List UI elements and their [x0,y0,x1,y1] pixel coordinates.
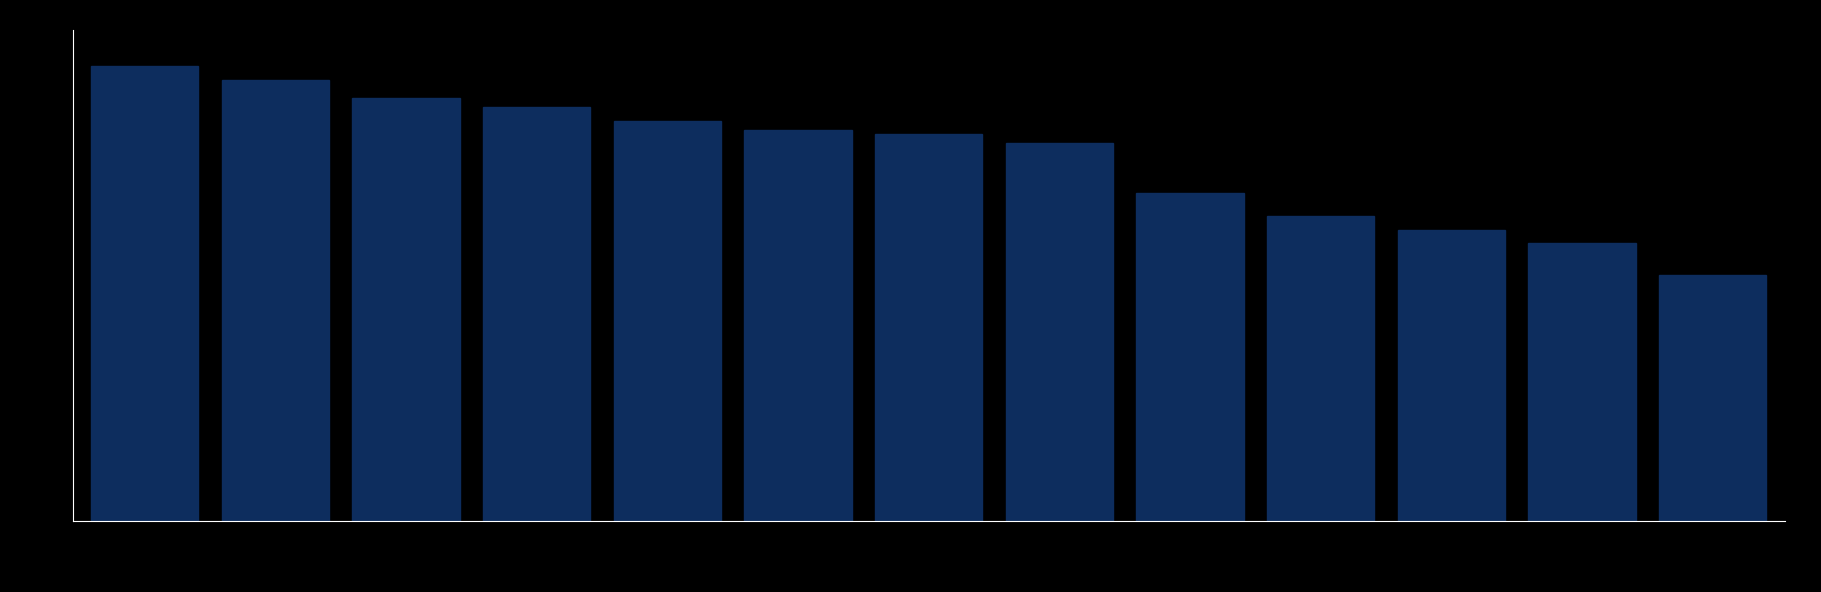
Bar [1005,143,1113,521]
Bar [1136,194,1244,521]
Bar [91,66,198,521]
Bar [353,98,459,521]
Bar [1399,230,1504,521]
Bar [745,130,852,521]
Bar [222,80,330,521]
Bar [1267,216,1375,521]
Bar [876,134,982,521]
Bar [1659,275,1766,521]
Bar [1528,243,1635,521]
Bar [614,121,721,521]
Bar [483,107,590,521]
